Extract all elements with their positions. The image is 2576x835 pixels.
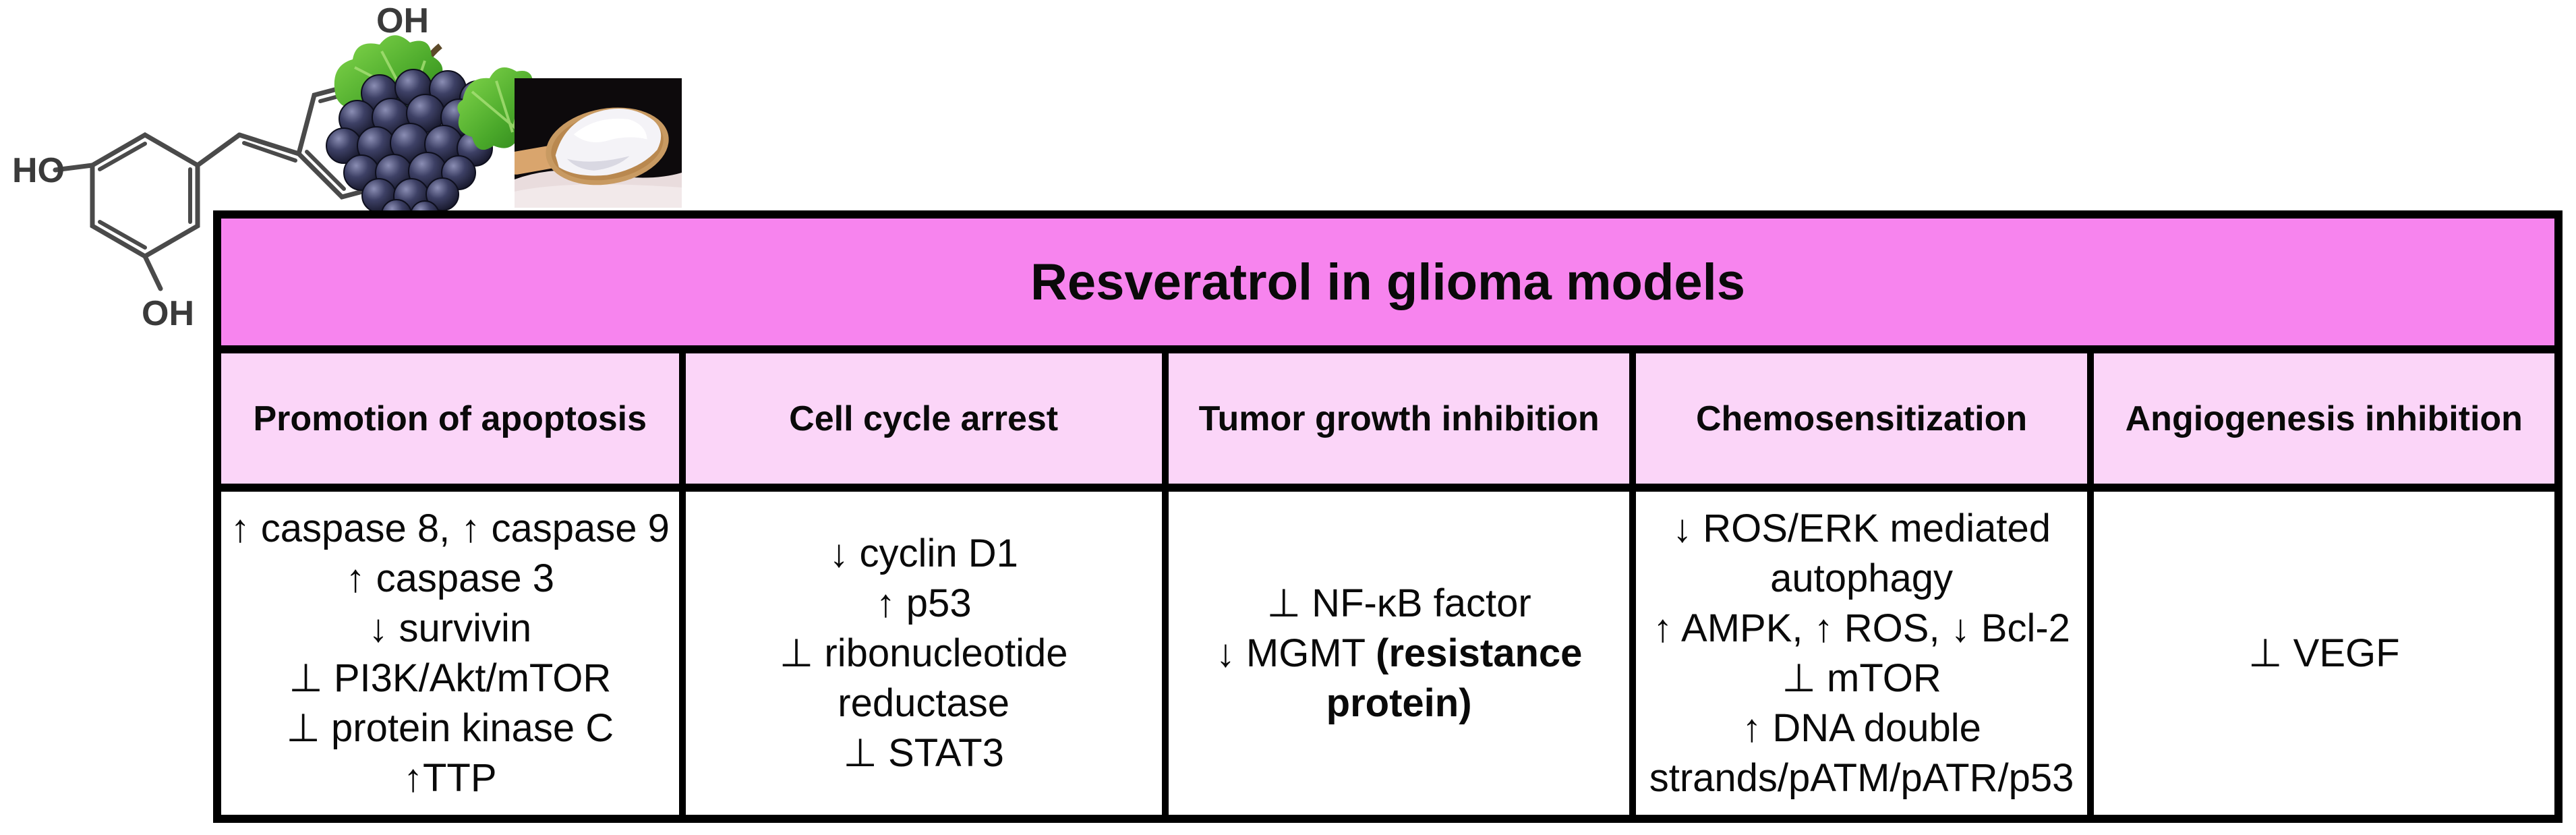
cell-line: ⊥ ribonucleotide [779, 631, 1068, 675]
cell-line: ⊥ NF-κB factor [1266, 581, 1531, 625]
cell-line: protein) [1326, 681, 1472, 725]
cell-line: ↑TTP [403, 755, 497, 800]
cell-line: ↑ caspase 8, ↑ caspase 9 [230, 506, 670, 550]
cell-line: ⊥ protein kinase C [286, 706, 614, 750]
header-label: Cell cycle arrest [789, 399, 1059, 438]
cell-line: strands/pATM/pATR/p53 [1649, 755, 2074, 800]
cell-line: ⊥ STAT3 [843, 730, 1004, 775]
resveratrol-powder-image [515, 78, 682, 208]
body-cell-3: ⊥ NF-κB factor ↓ MGMT (resistance protein) [1169, 492, 1637, 815]
header-label: Angiogenesis inhibition [2125, 399, 2523, 438]
cell-line: autophagy [1770, 556, 1953, 600]
header-cell-4: Chemosensitization [1636, 353, 2094, 484]
header-cell-2: Cell cycle arrest [686, 353, 1169, 484]
body-cell-1: ↑ caspase 8, ↑ caspase 9 ↑ caspase 3 ↓ sur… [221, 492, 686, 815]
grape-berries [326, 69, 507, 228]
cell-content: ↑ caspase 8, ↑ caspase 9 ↑ caspase 3 ↓ sur… [231, 504, 670, 803]
table-header-row: Promotion of apoptosis Cell cycle arrest T… [221, 353, 2554, 492]
header-cell-3: Tumor growth inhibition [1169, 353, 1637, 484]
cell-line: ↓ survivin [368, 606, 532, 650]
header-cell-5: Angiogenesis inhibition [2094, 353, 2554, 484]
cell-line: reductase [838, 681, 1009, 725]
cell-content: ⊥ NF-κB factor ↓ MGMT (resistance protein) [1216, 579, 1583, 728]
cell-content: ⊥ VEGF [2248, 629, 2400, 679]
resveratrol-structure-drawing: HO OH OH [12, 1, 429, 333]
header-label: Promotion of apoptosis [253, 399, 647, 438]
table-title: Resveratrol in glioma models [1030, 253, 1746, 311]
cell-line: ↑ p53 [875, 581, 972, 625]
molecule-label-oh-bottom: OH [142, 294, 194, 333]
cell-line: ↓ MGMT (resistance [1215, 631, 1583, 675]
body-cell-2: ↓ cyclin D1 ↑ p53 ⊥ ribonucleotide reductas… [686, 492, 1169, 815]
table-title-row: Resveratrol in glioma models [221, 219, 2554, 353]
cell-line: ↓ ROS/ERK mediated [1672, 506, 2051, 550]
cell-line: ↑ AMPK, ↑ ROS, ↓ Bcl-2 [1653, 606, 2070, 650]
grapes-image [326, 35, 538, 228]
cell-line: ↑ DNA double [1742, 706, 1981, 750]
header-label: Chemosensitization [1695, 399, 2028, 438]
body-cell-5: ⊥ VEGF [2094, 492, 2554, 815]
molecule-label-ho: HO [12, 151, 65, 190]
cell-content: ↓ cyclin D1 ↑ p53 ⊥ ribonucleotide reductas… [780, 529, 1068, 778]
cell-line: ↓ cyclin D1 [829, 531, 1018, 575]
cell-line: ⊥ PI3K/Akt/mTOR [289, 656, 612, 700]
summary-table: Resveratrol in glioma models Promotion o… [213, 210, 2563, 823]
body-cell-4: ↓ ROS/ERK mediated autophagy ↑ AMPK, ↑ ROS… [1636, 492, 2094, 815]
cell-line: ⊥ VEGF [2248, 631, 2400, 675]
cell-line: ↑ caspase 3 [345, 556, 555, 600]
header-cell-1: Promotion of apoptosis [221, 353, 686, 484]
cell-content: ↓ ROS/ERK mediated autophagy ↑ AMPK, ↑ ROS… [1649, 504, 2074, 803]
header-label: Tumor growth inhibition [1198, 399, 1600, 438]
table-body-row: ↑ caspase 8, ↑ caspase 9 ↑ caspase 3 ↓ sur… [221, 492, 2554, 815]
molecule-label-oh-top: OH [376, 1, 429, 40]
cell-line: ⊥ mTOR [1782, 656, 1941, 700]
